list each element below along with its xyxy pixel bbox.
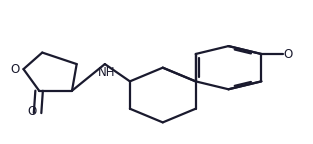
Text: O: O [284, 48, 293, 60]
Text: NH: NH [98, 66, 115, 78]
Text: O: O [10, 63, 19, 76]
Text: O: O [27, 105, 37, 118]
